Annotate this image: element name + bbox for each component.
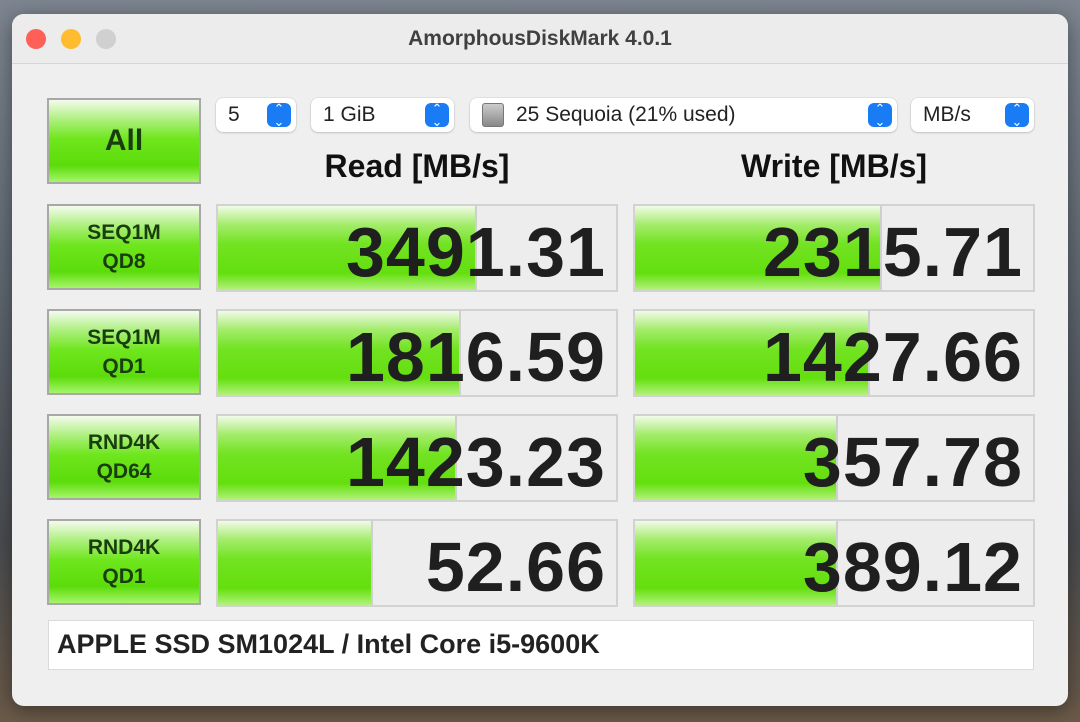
drive-value: 25 Sequoia (21% used)	[516, 103, 736, 126]
read-bar	[218, 206, 477, 290]
test-count-select[interactable]: 5 ⌃ ⌄	[216, 98, 296, 132]
test-queue-depth: QD1	[102, 565, 146, 588]
read-result-0: 3491.31	[216, 204, 618, 292]
read-result-2: 1423.23	[216, 414, 618, 502]
write-bar	[635, 416, 838, 500]
stepper-icon: ⌃ ⌄	[267, 102, 291, 128]
test-count-value: 5	[228, 103, 240, 126]
read-result-1: 1816.59	[216, 309, 618, 397]
test-size-select[interactable]: 1 GiB ⌃ ⌄	[311, 98, 454, 132]
test-name: SEQ1M	[87, 326, 161, 349]
write-result-0: 2315.71	[633, 204, 1035, 292]
read-value: 3491.31	[345, 213, 606, 291]
test-name: RND4K	[87, 536, 161, 559]
test-size-value: 1 GiB	[323, 103, 376, 126]
read-value: 1423.23	[345, 423, 606, 501]
write-result-2: 357.78	[633, 414, 1035, 502]
test-queue-depth: QD1	[102, 355, 146, 378]
all-button[interactable]: All	[47, 98, 201, 184]
read-bar	[218, 521, 374, 605]
drive-select[interactable]: 25 Sequoia (21% used) ⌃ ⌄	[470, 98, 897, 132]
test-button-3[interactable]: RND4K QD1	[47, 519, 201, 605]
app-window: AmorphousDiskMark 4.0.1 All 5 ⌃ ⌄ 1 GiB ⌃ ⌄ …	[12, 14, 1068, 706]
write-bar	[635, 206, 882, 290]
stepper-icon: ⌃ ⌄	[1005, 102, 1029, 128]
title-bar: AmorphousDiskMark 4.0.1	[12, 14, 1068, 64]
read-bar	[218, 311, 461, 395]
unit-select[interactable]: MB/s ⌃ ⌄	[911, 98, 1034, 132]
test-queue-depth: QD64	[96, 460, 152, 483]
read-header: Read [MB/s]	[324, 148, 510, 184]
test-name: SEQ1M	[87, 221, 161, 244]
write-header: Write [MB/s]	[740, 148, 928, 184]
read-value: 52.66	[425, 528, 606, 606]
stepper-icon: ⌃ ⌄	[425, 102, 449, 128]
read-bar	[218, 416, 457, 500]
hard-drive-icon	[482, 103, 504, 127]
test-button-2[interactable]: RND4K QD64	[47, 414, 201, 500]
write-result-1: 1427.66	[633, 309, 1035, 397]
write-value: 357.78	[802, 423, 1023, 501]
write-value: 1427.66	[762, 318, 1023, 396]
write-value: 389.12	[802, 528, 1023, 606]
window-title: AmorphousDiskMark 4.0.1	[408, 27, 672, 50]
read-value: 1816.59	[345, 318, 606, 396]
read-result-3: 52.66	[216, 519, 618, 607]
write-value: 2315.71	[762, 213, 1023, 291]
all-label: All	[104, 124, 144, 157]
stepper-icon: ⌃ ⌄	[868, 102, 892, 128]
write-result-3: 389.12	[633, 519, 1035, 607]
zoom-button[interactable]	[96, 29, 116, 49]
write-bar	[635, 311, 870, 395]
device-info-field[interactable]: APPLE SSD SM1024L / Intel Core i5-9600K	[48, 620, 1034, 670]
test-button-0[interactable]: SEQ1M QD8	[47, 204, 201, 290]
test-queue-depth: QD8	[102, 250, 146, 273]
test-button-1[interactable]: SEQ1M QD1	[47, 309, 201, 395]
unit-value: MB/s	[923, 103, 971, 126]
close-button[interactable]	[26, 29, 46, 49]
minimize-button[interactable]	[61, 29, 81, 49]
write-bar	[635, 521, 838, 605]
test-name: RND4K	[87, 431, 161, 454]
